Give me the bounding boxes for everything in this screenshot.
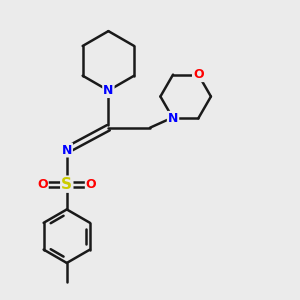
Text: N: N (168, 112, 178, 125)
Text: O: O (86, 178, 97, 191)
Text: N: N (103, 84, 114, 97)
Text: S: S (61, 177, 72, 192)
Text: O: O (37, 178, 48, 191)
Text: N: N (61, 143, 72, 157)
Text: O: O (193, 68, 204, 81)
